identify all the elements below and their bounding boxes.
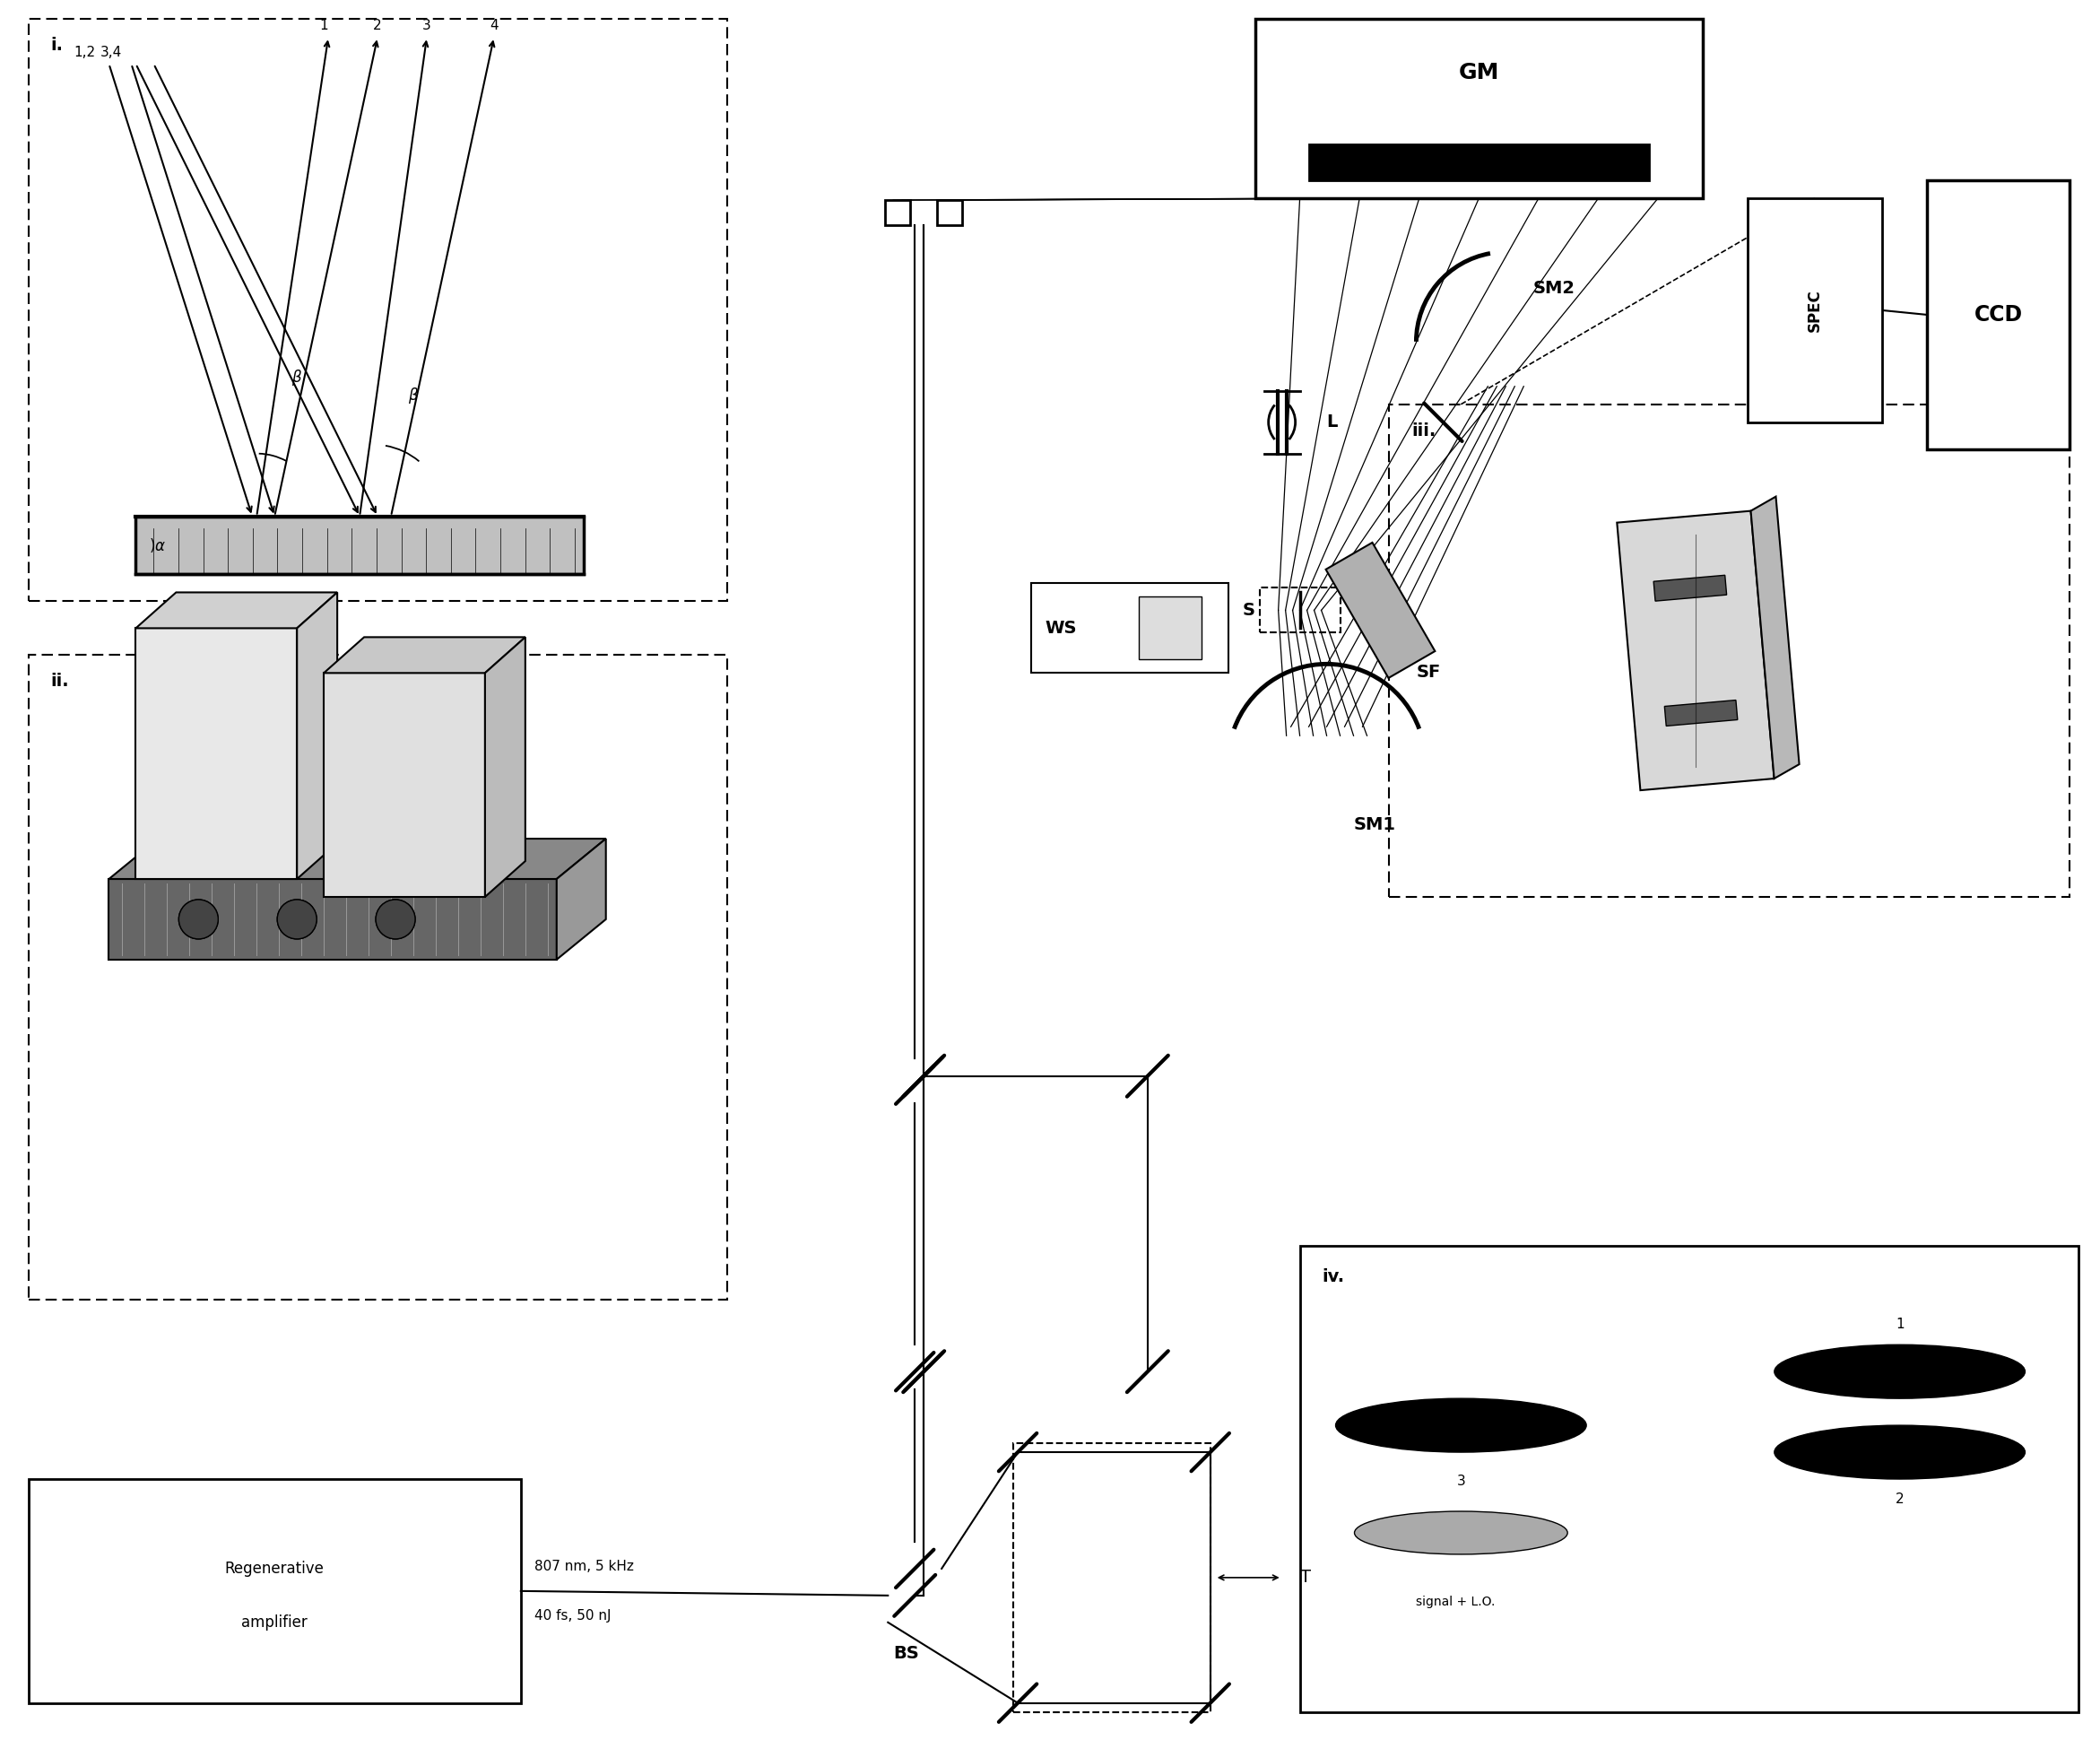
Text: $\beta$: $\beta$	[407, 385, 418, 406]
Text: Regenerative: Regenerative	[225, 1560, 323, 1576]
Text: 3: 3	[422, 19, 430, 33]
Circle shape	[179, 899, 218, 939]
Text: iv.: iv.	[1323, 1268, 1344, 1286]
Polygon shape	[137, 516, 584, 574]
Text: 807 nm, 5 kHz: 807 nm, 5 kHz	[533, 1560, 634, 1572]
Text: S: S	[1243, 602, 1256, 619]
Polygon shape	[29, 1480, 521, 1704]
Text: 1: 1	[319, 19, 328, 33]
Polygon shape	[1653, 575, 1726, 602]
Text: CCD: CCD	[1974, 304, 2022, 325]
Circle shape	[376, 899, 416, 939]
Text: 3,4: 3,4	[101, 45, 122, 59]
Ellipse shape	[1774, 1425, 2024, 1480]
Text: SM1: SM1	[1355, 817, 1397, 833]
Polygon shape	[323, 673, 485, 897]
Polygon shape	[1031, 584, 1228, 673]
Polygon shape	[137, 593, 338, 628]
Text: ii.: ii.	[50, 673, 69, 691]
Polygon shape	[1665, 700, 1737, 726]
Text: 2: 2	[374, 19, 382, 33]
Bar	[937, 199, 962, 226]
Text: i.: i.	[50, 37, 63, 54]
Polygon shape	[109, 840, 607, 880]
Bar	[1138, 596, 1201, 659]
Polygon shape	[556, 840, 607, 960]
Polygon shape	[137, 628, 296, 880]
Text: SPEC: SPEC	[1806, 289, 1823, 332]
Text: 1,2: 1,2	[74, 45, 94, 59]
Text: SM2: SM2	[1533, 280, 1575, 297]
Text: iii.: iii.	[1411, 422, 1436, 439]
Text: signal + L.O.: signal + L.O.	[1415, 1595, 1495, 1607]
Text: GM: GM	[1459, 63, 1499, 84]
Bar	[886, 199, 909, 226]
Text: BS: BS	[892, 1644, 918, 1662]
Polygon shape	[1300, 1247, 2079, 1712]
Text: 4: 4	[489, 19, 498, 33]
Polygon shape	[296, 593, 338, 880]
Text: WS: WS	[1044, 619, 1077, 637]
Text: 3: 3	[1457, 1474, 1466, 1488]
Circle shape	[277, 899, 317, 939]
Polygon shape	[1325, 542, 1434, 679]
Text: amplifier: amplifier	[242, 1614, 309, 1630]
Text: 1: 1	[1896, 1317, 1905, 1331]
Polygon shape	[1617, 511, 1774, 791]
Ellipse shape	[1355, 1511, 1567, 1555]
Polygon shape	[1747, 198, 1882, 422]
Text: )$\alpha$: )$\alpha$	[149, 537, 166, 554]
Polygon shape	[485, 637, 525, 897]
Polygon shape	[1308, 145, 1648, 180]
Circle shape	[376, 899, 416, 939]
Text: $\beta$: $\beta$	[292, 367, 302, 387]
Circle shape	[277, 899, 317, 939]
Polygon shape	[323, 637, 525, 673]
Circle shape	[179, 899, 218, 939]
Ellipse shape	[1774, 1345, 2024, 1399]
Text: 40 fs, 50 nJ: 40 fs, 50 nJ	[533, 1609, 611, 1623]
Text: L: L	[1327, 415, 1338, 430]
Polygon shape	[1926, 180, 2071, 449]
Ellipse shape	[1336, 1399, 1586, 1452]
Text: T: T	[1300, 1569, 1310, 1586]
Text: 2: 2	[1896, 1492, 1905, 1506]
Text: SF: SF	[1415, 665, 1441, 680]
Polygon shape	[109, 880, 557, 960]
Polygon shape	[1256, 19, 1703, 198]
Polygon shape	[1751, 497, 1800, 778]
